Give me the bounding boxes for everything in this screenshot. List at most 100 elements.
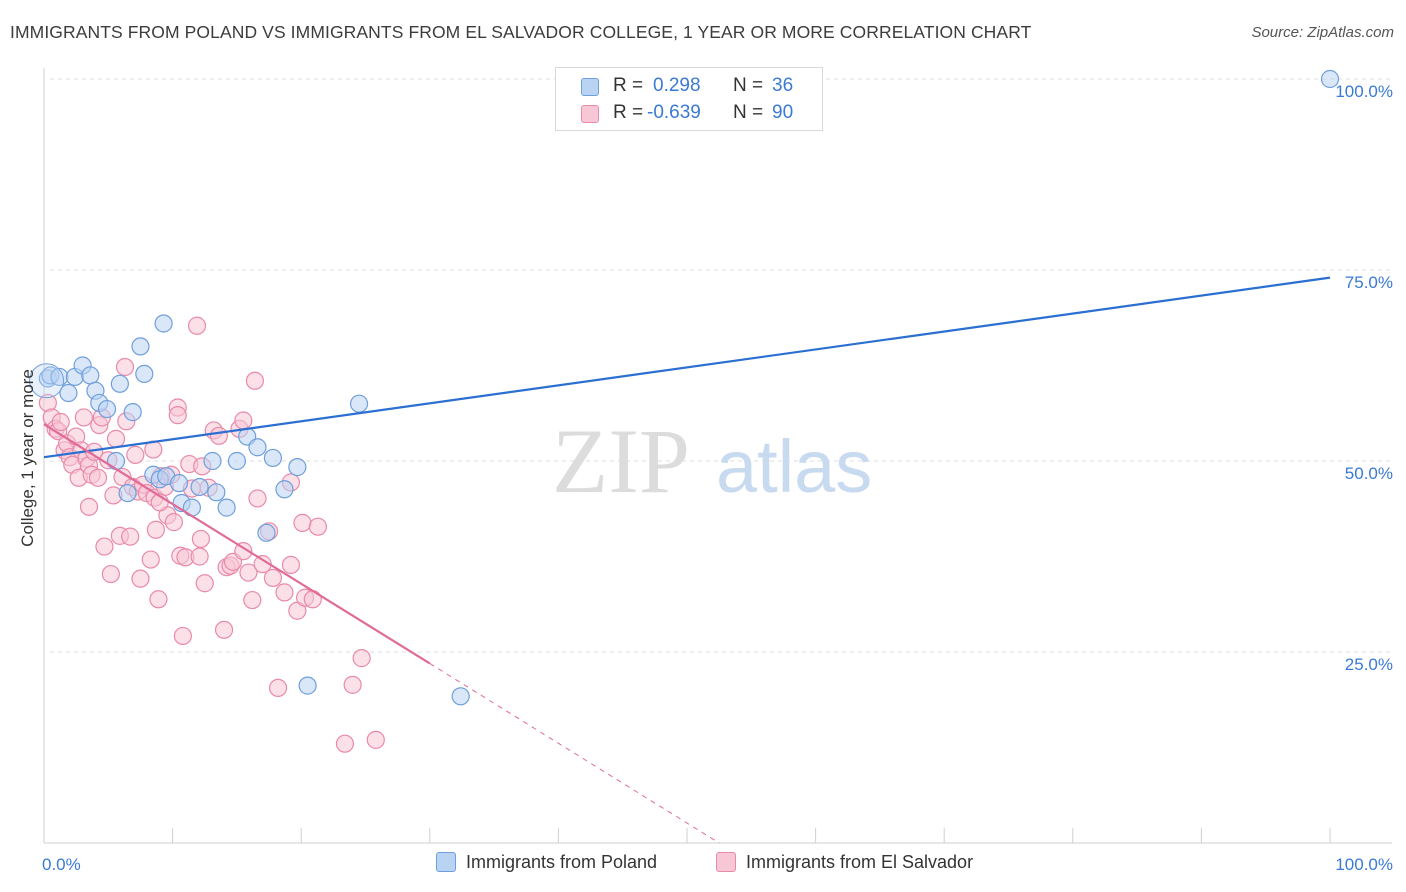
poland-point: [207, 483, 226, 502]
poland-point: [298, 676, 317, 695]
el-salvador-point: [187, 316, 207, 335]
el-salvador-point: [352, 649, 371, 668]
legend-n-label: N =: [733, 102, 764, 123]
legend-r-label: R =: [613, 102, 644, 123]
poland-point: [217, 498, 236, 517]
el-salvador-point: [275, 583, 294, 602]
legend-r-value: -0.639: [647, 102, 701, 123]
poland-point: [135, 364, 154, 384]
el-salvador-point: [168, 406, 187, 425]
el-salvador-trend-extension: [429, 663, 720, 844]
legend-r-value: 0.298: [653, 75, 701, 96]
el-salvador-point: [195, 574, 214, 593]
poland-point: [131, 337, 150, 356]
watermark-atlas: atlas: [716, 425, 872, 508]
poland-point: [169, 474, 189, 493]
poland-point: [248, 438, 267, 457]
poland-trend-line: [43, 276, 1331, 459]
bottom-legend-poland[interactable]: Immigrants from Poland: [436, 852, 657, 873]
x-tick-label: 0.0%: [42, 855, 81, 874]
series-poland-points: [29, 69, 1340, 706]
el-salvador-point: [245, 371, 265, 390]
el-salvador-point: [243, 590, 262, 610]
poland-point: [81, 366, 100, 385]
poland-point: [349, 394, 369, 413]
el-salvador-point: [115, 357, 135, 377]
el-salvador-point: [51, 412, 70, 432]
poland-point: [288, 458, 307, 477]
legend-row-el-salvador: R = -0.639 N = 90: [556, 99, 822, 127]
legend-row-poland: R = 0.298 N = 36: [556, 72, 822, 100]
el-salvador-point: [126, 445, 145, 464]
el-salvador-point: [268, 678, 288, 698]
y-axis-label: College, 1 year or more: [18, 369, 37, 547]
legend-label-el-salvador: Immigrants from El Salvador: [746, 852, 974, 872]
poland-point: [227, 451, 246, 471]
y-tick-label: 100.0%: [1335, 82, 1393, 101]
el-salvador-point: [335, 734, 355, 753]
poland-point: [118, 483, 137, 503]
el-salvador-point: [281, 555, 301, 575]
el-salvador-point: [308, 517, 328, 536]
trend-lines: [43, 276, 1331, 844]
el-salvador-point: [149, 590, 168, 609]
legend-swatch-poland: [581, 78, 599, 96]
el-salvador-point: [121, 527, 140, 546]
el-salvador-point: [131, 569, 150, 588]
legend-swatch-el-salvador: [581, 105, 599, 123]
legend-n-value: 90: [772, 102, 794, 123]
chart-title: IMMIGRANTS FROM POLAND VS IMMIGRANTS FRO…: [10, 22, 1032, 42]
el-salvador-point: [74, 408, 93, 427]
poland-point: [451, 687, 470, 706]
x-tick-label: 100.0%: [1335, 855, 1393, 874]
legend-r-label: R =: [613, 75, 644, 96]
el-salvador-point: [191, 529, 210, 549]
el-salvador-point: [141, 550, 160, 569]
el-salvador-point: [293, 513, 312, 532]
poland-point: [154, 314, 173, 333]
poland-point: [257, 523, 276, 542]
el-salvador-point: [248, 489, 267, 508]
poland-point: [123, 403, 142, 422]
el-salvador-point: [146, 520, 165, 539]
legend-n-label: N =: [733, 75, 764, 96]
source-credit: Source: ZipAtlas.com: [1251, 24, 1394, 41]
el-salvador-point: [366, 730, 385, 749]
el-salvador-point: [214, 620, 234, 639]
el-salvador-point: [164, 513, 183, 532]
bottom-legend-el-salvador[interactable]: Immigrants from El Salvador: [716, 852, 973, 873]
el-salvador-point: [101, 564, 120, 584]
legend-swatch-poland: [436, 852, 456, 872]
axes: [43, 68, 1392, 844]
el-salvador-point: [106, 429, 126, 448]
correlation-legend: R = 0.298 N = 36 R = -0.639 N = 90: [555, 67, 823, 131]
poland-point: [190, 477, 209, 497]
poland-point: [275, 480, 294, 499]
poland-point: [110, 374, 129, 393]
el-salvador-point: [88, 468, 108, 487]
y-tick-label: 25.0%: [1345, 655, 1393, 674]
watermark: ZIP atlas: [552, 410, 872, 512]
series-el-salvador-points: [38, 316, 385, 753]
el-salvador-point: [239, 563, 258, 582]
legend-label-poland: Immigrants from Poland: [466, 852, 658, 872]
poland-point: [1320, 69, 1340, 89]
poland-point: [106, 451, 126, 471]
legend-n-value: 36: [772, 75, 794, 96]
y-tick-label: 75.0%: [1345, 273, 1393, 292]
poland-point: [59, 383, 78, 403]
el-salvador-point: [234, 542, 253, 561]
poland-point-cluster: [29, 363, 65, 399]
el-salvador-point: [234, 411, 253, 430]
el-salvador-point: [173, 626, 192, 646]
poland-point: [203, 451, 222, 471]
poland-point: [97, 399, 117, 419]
el-salvador-point: [209, 426, 228, 445]
y-tick-label: 50.0%: [1345, 464, 1393, 483]
watermark-zip: ZIP: [552, 410, 690, 512]
el-salvador-point: [95, 537, 114, 556]
el-salvador-point: [79, 497, 99, 516]
tick-labels: 25.0% 50.0% 75.0% 100.0% 0.0% 100.0%: [42, 82, 1393, 874]
poland-point: [263, 448, 283, 468]
